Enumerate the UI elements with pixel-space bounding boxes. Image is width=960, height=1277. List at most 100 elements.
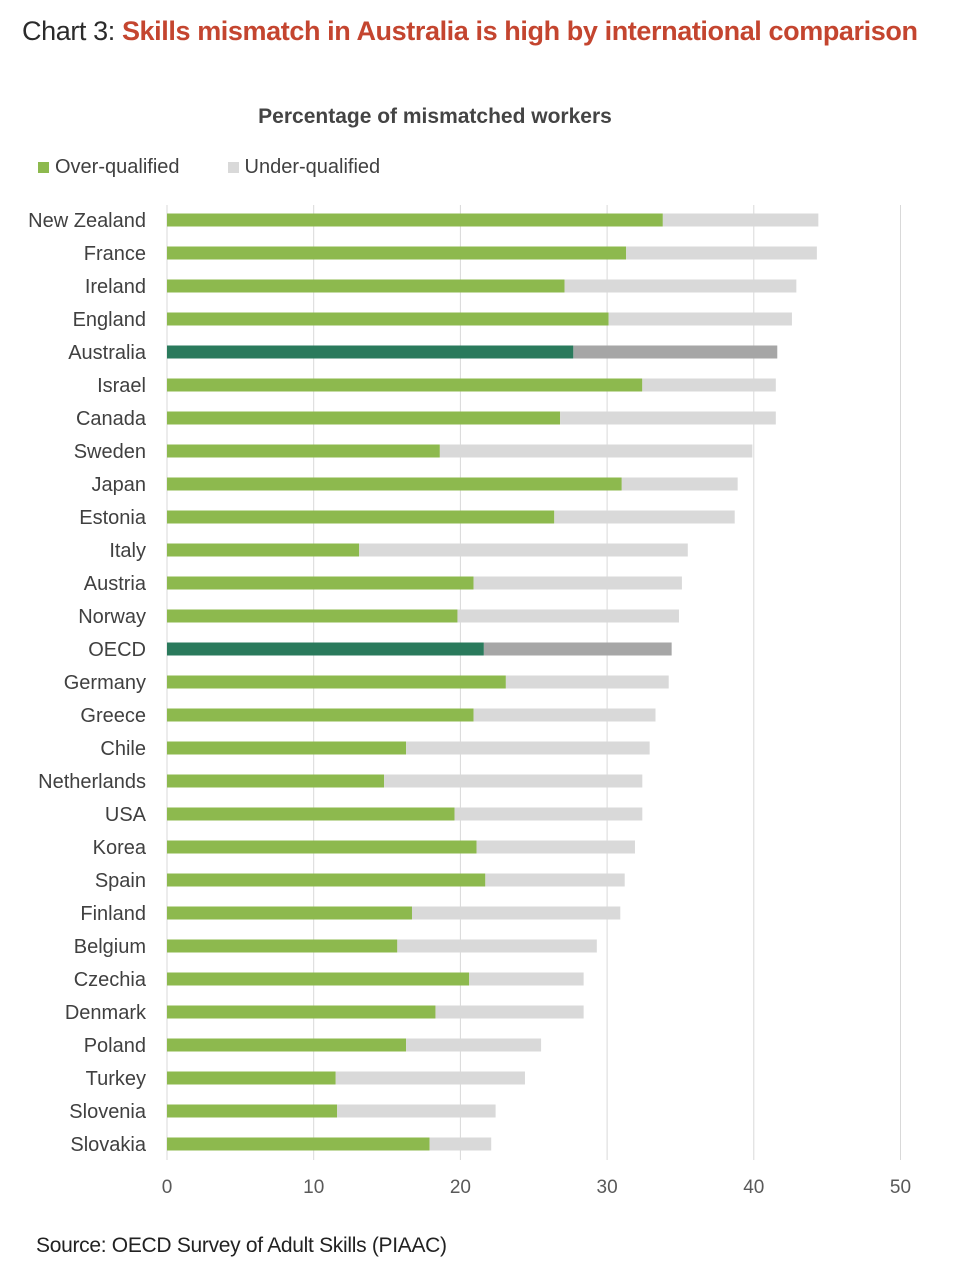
legend-swatch-under-qualified <box>227 162 239 173</box>
bar-over-qualified <box>167 444 440 458</box>
category-label: Ireland <box>85 276 146 298</box>
legend-label-over-qualified: Over-qualified <box>55 156 180 178</box>
category-label: Belgium <box>74 936 146 958</box>
bar-over-qualified <box>167 279 565 293</box>
category-label: Turkey <box>86 1068 146 1090</box>
category-label: Chile <box>100 738 146 760</box>
bar-under-qualified <box>554 510 735 524</box>
bar-under-qualified <box>335 1071 525 1085</box>
bar-over-qualified <box>167 774 385 788</box>
x-tick-label: 10 <box>303 1177 324 1198</box>
bar-under-qualified <box>485 873 625 887</box>
category-label: Netherlands <box>38 771 146 793</box>
category-label: OECD <box>88 639 146 661</box>
category-label: Norway <box>78 606 146 628</box>
legend-item-under-qualified: Under-qualified <box>227 156 381 179</box>
bar-under-qualified <box>621 477 738 491</box>
bar-over-qualified <box>167 312 609 326</box>
bar-under-qualified <box>469 972 584 986</box>
bar-under-qualified <box>473 576 682 590</box>
bar-over-qualified <box>167 345 574 359</box>
bar-under-qualified <box>573 345 778 359</box>
bar-under-qualified <box>454 807 643 821</box>
bar-over-qualified <box>167 1104 338 1118</box>
x-tick-label: 30 <box>597 1177 618 1198</box>
bar-over-qualified <box>167 675 506 689</box>
category-label: Slovakia <box>70 1134 146 1156</box>
bar-over-qualified <box>167 576 474 590</box>
bar-under-qualified <box>384 774 643 788</box>
bar-over-qualified <box>167 972 470 986</box>
bar-over-qualified <box>167 741 407 755</box>
category-label: Denmark <box>65 1002 147 1024</box>
category-label: Slovenia <box>69 1101 147 1123</box>
category-label: Canada <box>76 408 147 430</box>
bar-under-qualified <box>397 939 597 953</box>
bar-under-qualified <box>662 213 819 227</box>
bar-under-qualified <box>337 1104 496 1118</box>
legend: Over-qualified Under-qualified <box>38 156 380 179</box>
category-label: France <box>84 243 146 265</box>
bar-under-qualified <box>564 279 797 293</box>
chart-heading: Chart 3: Skills mismatch in Australia is… <box>22 14 922 49</box>
bar-over-qualified <box>167 1071 336 1085</box>
category-label: Austria <box>84 573 147 595</box>
category-label: New Zealand <box>28 210 146 232</box>
x-tick-label: 40 <box>743 1177 764 1198</box>
bar-under-qualified <box>429 1137 492 1151</box>
x-tick-label: 20 <box>450 1177 471 1198</box>
bar-over-qualified <box>167 1137 430 1151</box>
category-label: England <box>73 309 146 331</box>
legend-label-under-qualified: Under-qualified <box>244 156 381 178</box>
category-label: Japan <box>92 474 147 496</box>
legend-item-over-qualified: Over-qualified <box>38 156 180 179</box>
category-label: Finland <box>80 903 146 925</box>
bar-over-qualified <box>167 213 663 227</box>
bar-over-qualified <box>167 840 477 854</box>
bar-under-qualified <box>608 312 792 326</box>
bar-under-qualified <box>406 1038 542 1052</box>
bar-over-qualified <box>167 708 474 722</box>
category-label: USA <box>105 804 147 826</box>
chart-title: Percentage of mismatched workers <box>258 105 612 128</box>
bar-over-qualified <box>167 906 412 920</box>
chart-number: Chart 3: <box>22 16 122 46</box>
bar-over-qualified <box>167 939 398 953</box>
x-tick-label: 50 <box>890 1177 911 1198</box>
bar-over-qualified <box>167 543 360 557</box>
category-label: Korea <box>93 837 147 859</box>
category-label: Germany <box>64 672 146 694</box>
category-label: Spain <box>95 870 146 892</box>
category-label: Australia <box>68 342 147 364</box>
category-label: Greece <box>80 705 146 727</box>
bar-over-qualified <box>167 246 627 260</box>
bar-under-qualified <box>483 642 672 656</box>
bar-under-qualified <box>435 1005 584 1019</box>
source-note: Source: OECD Survey of Adult Skills (PIA… <box>36 1234 447 1257</box>
bar-under-qualified <box>457 609 679 623</box>
bar-over-qualified <box>167 510 555 524</box>
bar-under-qualified <box>642 378 776 392</box>
bar-over-qualified <box>167 609 458 623</box>
bar-over-qualified <box>167 378 643 392</box>
category-label: Czechia <box>74 969 147 991</box>
bar-over-qualified <box>167 642 484 656</box>
x-tick-label: 0 <box>162 1177 173 1198</box>
bar-under-qualified <box>473 708 656 722</box>
bar-over-qualified <box>167 1038 407 1052</box>
category-label: Poland <box>84 1035 146 1057</box>
category-label: Sweden <box>74 441 146 463</box>
category-label: Israel <box>97 375 146 397</box>
category-label: Estonia <box>79 507 147 529</box>
chart-headline: Skills mismatch in Australia is high by … <box>121 16 918 46</box>
bar-over-qualified <box>167 477 622 491</box>
bar-over-qualified <box>167 411 561 425</box>
bar-under-qualified <box>359 543 688 557</box>
bar-under-qualified <box>626 246 817 260</box>
bar-over-qualified <box>167 807 455 821</box>
bar-under-qualified <box>476 840 635 854</box>
bar-under-qualified <box>505 675 669 689</box>
bar-over-qualified <box>167 1005 436 1019</box>
category-label: Italy <box>109 540 146 562</box>
